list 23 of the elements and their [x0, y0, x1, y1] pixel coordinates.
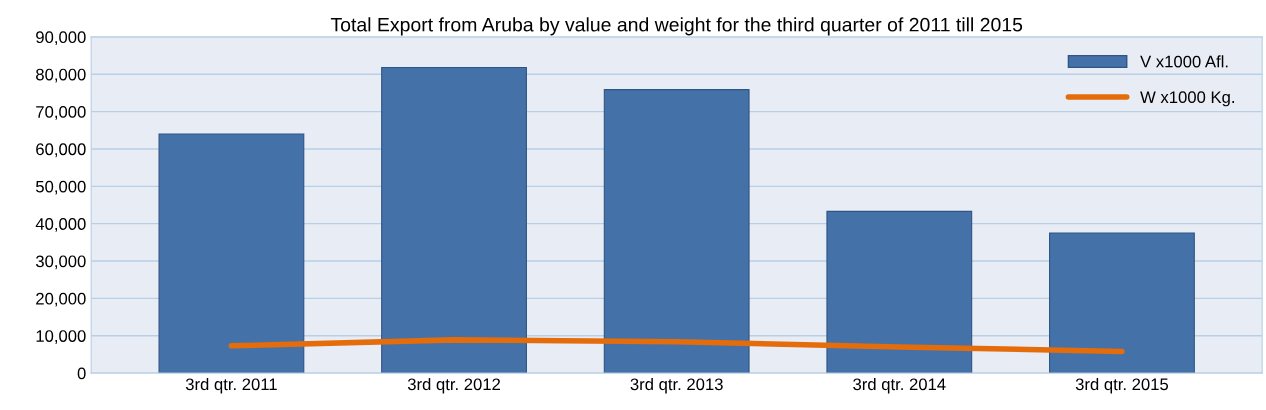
x-tick-label: 3rd qtr. 2011 [185, 377, 277, 394]
y-tick-label: 30,000 [35, 255, 86, 270]
bar [603, 89, 750, 374]
x-tick-label: 3rd qtr. 2012 [407, 377, 501, 394]
y-tick-label: 60,000 [36, 143, 86, 158]
x-tick-label: 3rd qtr. 2015 [1075, 377, 1169, 394]
y-tick-label: 80,000 [36, 68, 86, 83]
legend-label: V x1000 Afl. [1140, 55, 1228, 68]
x-tick-label: 3rd qtr. 2014 [853, 377, 946, 394]
bar [381, 66, 527, 374]
chart-title: Total Export from Aruba by value and weight for the third quarter of 2011 till 2015 [330, 17, 1023, 36]
bar [826, 210, 973, 374]
legend-label: W x1000 Kg. [1140, 91, 1234, 107]
bar [158, 133, 305, 374]
y-tick-label: 70,000 [36, 106, 86, 120]
bar [1049, 232, 1195, 374]
y-tick-label: 50,000 [35, 180, 86, 195]
y-tick-label: 40,000 [35, 218, 86, 232]
y-tick-label: 10,000 [36, 330, 86, 344]
y-tick-label: 90,000 [36, 31, 86, 46]
y-tick-label: 0 [77, 367, 86, 380]
x-tick-label: 3rd qtr. 2013 [630, 377, 723, 394]
y-tick-label: 20,000 [36, 292, 86, 307]
